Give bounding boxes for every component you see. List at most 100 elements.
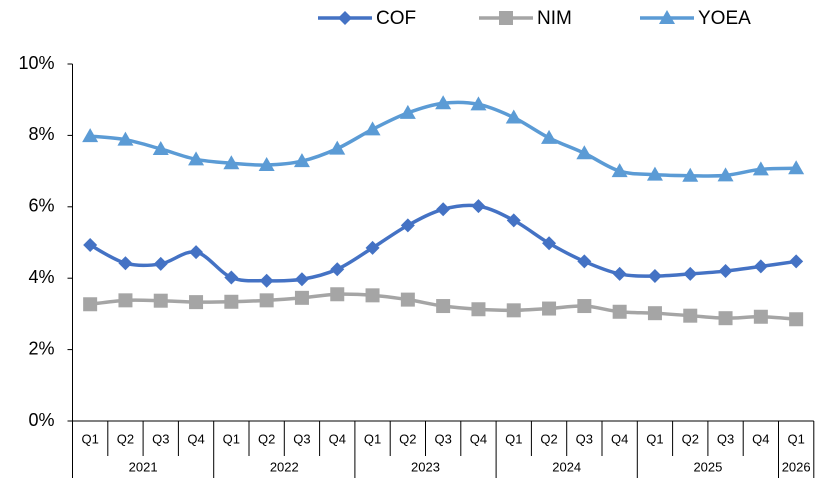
x-tick-label: Q2 — [117, 431, 134, 446]
data-point — [682, 167, 699, 182]
data-point — [646, 166, 663, 181]
data-point — [189, 295, 204, 310]
data-point — [577, 299, 592, 314]
data-point — [753, 259, 768, 274]
x-tick-label: Q1 — [646, 431, 663, 446]
data-point — [399, 104, 416, 119]
data-point — [718, 311, 733, 326]
data-point — [153, 256, 168, 271]
data-point — [753, 309, 768, 324]
x-tick-label: Q3 — [576, 431, 593, 446]
data-point — [223, 155, 240, 170]
data-point — [83, 237, 98, 252]
y-tick-label: 8% — [28, 124, 54, 144]
x-tick-label: Q4 — [611, 431, 628, 446]
data-point — [82, 128, 99, 143]
data-point — [224, 270, 239, 285]
data-point — [683, 266, 698, 281]
y-tick-label: 0% — [28, 410, 54, 430]
data-point — [224, 294, 239, 309]
data-point — [258, 157, 275, 172]
data-point — [577, 254, 592, 269]
data-point — [294, 290, 309, 305]
data-point — [259, 293, 274, 308]
data-point — [293, 153, 310, 168]
data-point — [788, 160, 805, 175]
data-point — [789, 312, 804, 327]
x-tick-label: Q1 — [787, 431, 804, 446]
data-point — [436, 299, 451, 314]
legend-marker — [338, 11, 352, 25]
y-tick-label: 10% — [18, 53, 54, 73]
x-tick-label: Q4 — [752, 431, 769, 446]
x-group-label: 2025 — [693, 459, 722, 474]
data-point — [717, 167, 734, 182]
x-tick-label: Q1 — [505, 431, 522, 446]
data-point — [718, 264, 733, 279]
data-point — [506, 303, 521, 318]
x-tick-label: Q2 — [540, 431, 557, 446]
data-point — [364, 121, 381, 136]
data-point — [576, 145, 593, 160]
y-tick-label: 4% — [28, 267, 54, 287]
data-point — [789, 254, 804, 269]
data-point — [153, 293, 168, 308]
data-point — [612, 266, 627, 281]
legend-label: YOEA — [698, 8, 751, 29]
data-point — [506, 213, 521, 228]
x-tick-label: Q1 — [81, 431, 98, 446]
x-tick-label: Q1 — [364, 431, 381, 446]
x-tick-label: Q3 — [152, 431, 169, 446]
data-point — [471, 199, 486, 214]
data-point — [365, 240, 380, 255]
data-point — [330, 287, 345, 302]
data-point — [329, 140, 346, 155]
x-tick-label: Q3 — [717, 431, 734, 446]
data-point — [611, 163, 628, 178]
data-point — [436, 202, 451, 217]
x-tick-label: Q2 — [682, 431, 699, 446]
data-point — [647, 306, 662, 321]
data-point — [505, 109, 522, 124]
x-tick-label: Q3 — [434, 431, 451, 446]
data-point — [83, 297, 98, 312]
data-point — [612, 304, 627, 319]
x-tick-label: Q4 — [187, 431, 204, 446]
data-point — [471, 302, 486, 317]
data-point — [542, 236, 557, 251]
data-point — [188, 151, 205, 166]
legend-label: COF — [376, 8, 416, 29]
x-group-label: 2024 — [552, 459, 581, 474]
data-point — [259, 273, 274, 288]
data-point — [117, 131, 134, 146]
legend-marker — [499, 11, 513, 25]
data-point — [470, 96, 487, 111]
x-group-label: 2026 — [782, 459, 811, 474]
x-group-label: 2022 — [270, 459, 299, 474]
data-point — [683, 308, 698, 323]
x-tick-label: Q4 — [329, 431, 346, 446]
x-tick-label: Q4 — [470, 431, 487, 446]
data-point — [330, 262, 345, 277]
y-tick-label: 2% — [28, 338, 54, 358]
legend-marker — [659, 10, 675, 24]
data-point — [400, 292, 415, 307]
legend-label: NIM — [537, 8, 572, 29]
x-tick-label: Q2 — [399, 431, 416, 446]
data-point — [294, 272, 309, 287]
data-point — [152, 140, 169, 155]
data-point — [365, 288, 380, 303]
x-tick-label: Q1 — [223, 431, 240, 446]
x-group-label: 2023 — [411, 459, 440, 474]
data-point — [647, 269, 662, 284]
x-tick-label: Q3 — [293, 431, 310, 446]
data-point — [435, 95, 452, 110]
data-point — [542, 301, 557, 316]
x-group-label: 2021 — [129, 459, 158, 474]
y-tick-label: 6% — [28, 196, 54, 216]
data-point — [189, 245, 204, 260]
data-point — [118, 256, 133, 271]
data-point — [541, 129, 558, 144]
data-point — [118, 293, 133, 308]
